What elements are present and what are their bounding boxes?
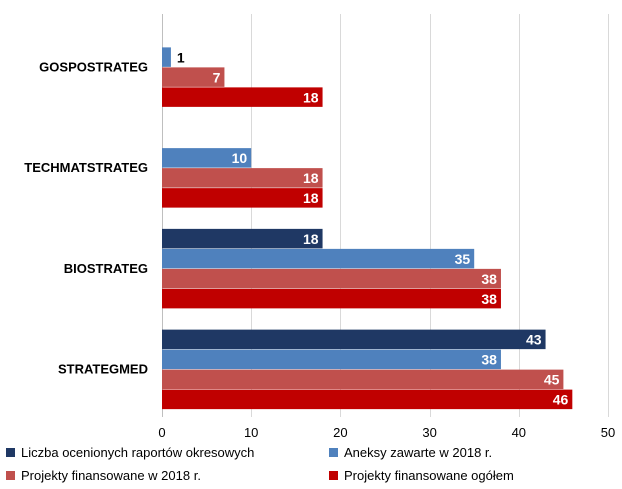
bar [162, 329, 546, 350]
x-axis-tick-labels: 0 10 20 30 40 50 [158, 425, 615, 440]
x-tick-label: 30 [422, 425, 436, 440]
legend-swatch [6, 448, 15, 457]
bars [162, 47, 573, 410]
data-label: 18 [303, 89, 319, 105]
bar [162, 67, 225, 87]
bar [162, 168, 323, 188]
x-tick-label: 0 [158, 425, 165, 440]
legend-swatch [6, 471, 15, 480]
data-label: 38 [481, 352, 497, 368]
bar [162, 248, 475, 269]
bar [162, 228, 323, 249]
data-labels: 1 7 18 10 18 18 18 35 38 38 43 38 45 46 [177, 49, 569, 407]
data-label: 45 [544, 372, 560, 388]
data-label: 7 [213, 69, 221, 85]
legend-item: Liczba ocenionych raportów okresowych [6, 441, 329, 464]
legend-swatch [329, 471, 338, 480]
data-label: 1 [177, 49, 185, 65]
bar [162, 389, 573, 410]
data-label: 35 [455, 251, 471, 267]
bar-chart: 1 7 18 10 18 18 18 35 38 38 43 38 45 46 GOSPOSTRATEG T… [24, 14, 615, 440]
x-tick-label: 40 [512, 425, 526, 440]
legend: Liczba ocenionych raportów okresowych Ane… [6, 441, 618, 487]
data-label: 38 [481, 291, 497, 307]
bar [162, 87, 323, 107]
bar [162, 188, 323, 208]
bar [162, 349, 501, 370]
bar [162, 288, 501, 309]
data-label: 18 [303, 190, 319, 206]
x-tick-label: 20 [333, 425, 347, 440]
x-tick-label: 10 [244, 425, 258, 440]
legend-label: Aneksy zawarte w 2018 r. [344, 445, 493, 460]
data-label: 38 [481, 271, 497, 287]
category-label: TECHMATSTRATEG [24, 160, 148, 175]
legend-item: Aneksy zawarte w 2018 r. [329, 441, 609, 464]
legend-item: Projekty finansowane ogółem [329, 464, 609, 487]
category-labels: GOSPOSTRATEG TECHMATSTRATEG BIOSTRATEG STRA… [24, 59, 148, 376]
category-label: GOSPOSTRATEG [39, 59, 148, 74]
x-tick-label: 50 [601, 425, 615, 440]
legend-label: Projekty finansowane w 2018 r. [21, 468, 201, 483]
legend-item: Projekty finansowane w 2018 r. [6, 464, 329, 487]
data-label: 43 [526, 332, 542, 348]
data-label: 10 [232, 150, 248, 166]
legend-swatch [329, 448, 338, 457]
bar [162, 47, 171, 67]
data-label: 18 [303, 170, 319, 186]
category-label: BIOSTRATEG [64, 261, 148, 276]
legend-label: Liczba ocenionych raportów okresowych [21, 445, 255, 460]
bar [162, 148, 252, 168]
category-label: STRATEGMED [58, 362, 148, 377]
data-label: 18 [303, 231, 319, 247]
bar [162, 369, 564, 390]
bar [162, 268, 501, 289]
data-label: 46 [553, 392, 569, 408]
legend-label: Projekty finansowane ogółem [344, 468, 514, 483]
